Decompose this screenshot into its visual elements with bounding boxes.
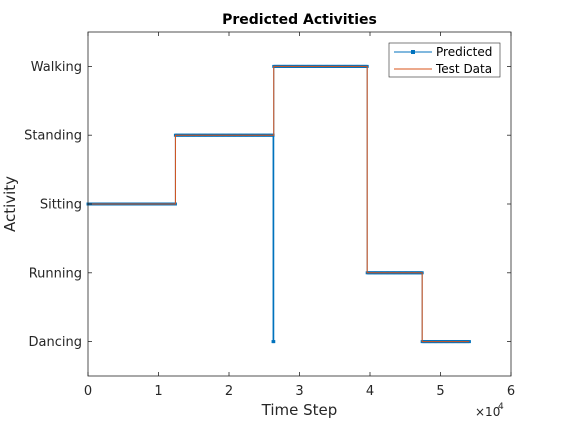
y-tick-label: Running (29, 266, 82, 281)
x-axis: 0 1 2 3 4 5 6 (84, 32, 515, 399)
legend: Predicted Test Data (388, 42, 501, 78)
x-tick-label: 2 (225, 384, 233, 399)
chart-title: Predicted Activities (222, 12, 377, 28)
series-layer (86, 64, 471, 344)
legend-label-test-data: Test Data (435, 62, 492, 76)
y-axis-label: Activity (1, 176, 19, 232)
x-tick-label: 4 (366, 384, 374, 399)
legend-marker-predicted (411, 50, 415, 54)
legend-label-predicted: Predicted (436, 45, 492, 59)
y-tick-label: Sitting (40, 198, 82, 213)
x-tick-label: 3 (295, 384, 303, 399)
x-tick-label: 6 (507, 384, 515, 399)
legend-box (388, 42, 501, 78)
series-line-test-data (88, 65, 470, 343)
x-axis-label: Time Step (261, 401, 338, 419)
y-tick-label: Dancing (29, 335, 82, 350)
x-exponent-power: 4 (498, 402, 504, 412)
x-exponent-base: ×10 (475, 405, 500, 419)
y-tick-label: Standing (24, 129, 82, 144)
y-tick-label: Walking (31, 60, 82, 75)
x-tick-label: 5 (436, 384, 444, 399)
data-point (272, 340, 276, 344)
x-tick-label: 1 (154, 384, 162, 399)
x-tick-label: 0 (84, 384, 92, 399)
y-axis: Dancing Running Sitting Standing Walking (24, 60, 511, 350)
